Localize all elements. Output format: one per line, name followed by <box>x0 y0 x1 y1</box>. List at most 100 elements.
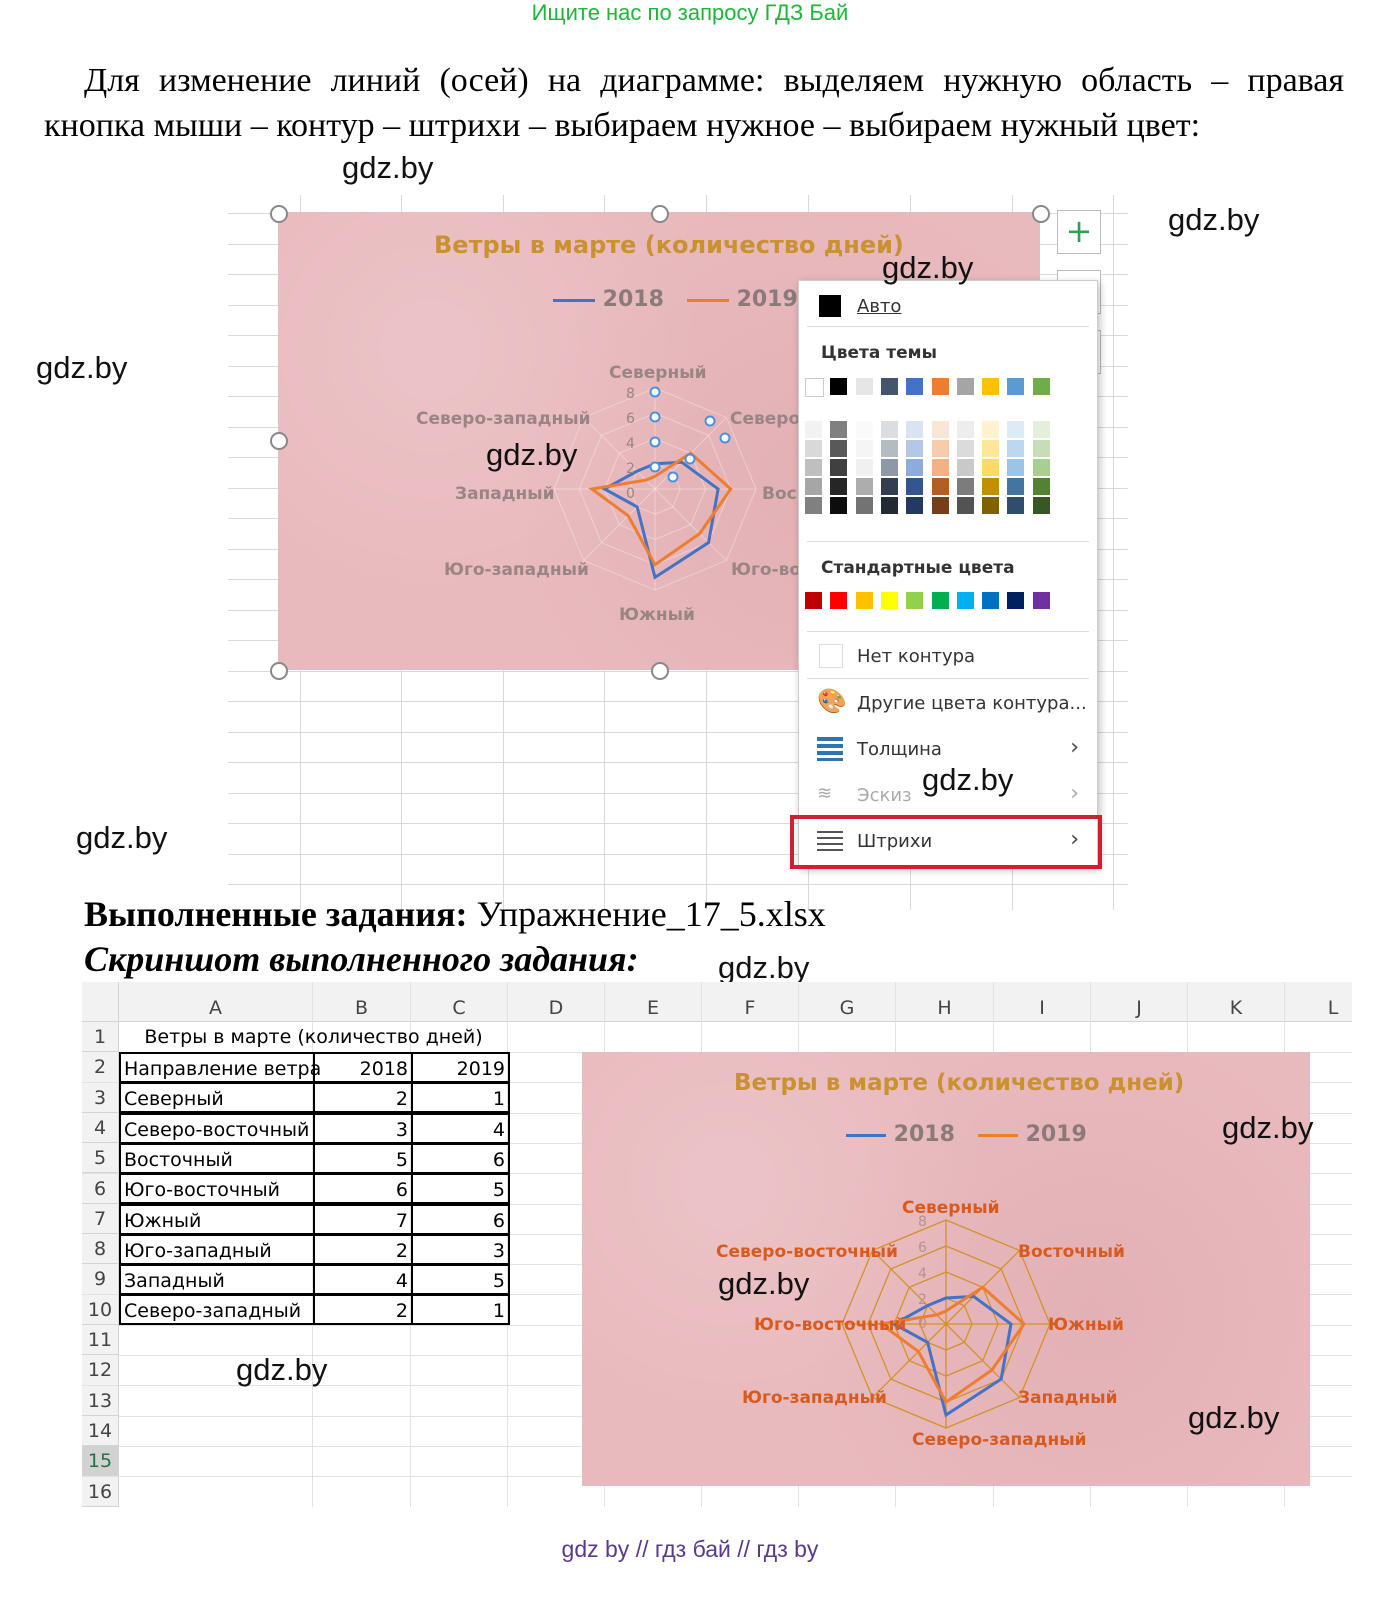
resize-handle[interactable] <box>651 205 669 223</box>
select-all-corner[interactable] <box>82 982 119 1022</box>
axis-selection-handle[interactable] <box>649 411 661 423</box>
theme-color-shade[interactable] <box>830 497 848 514</box>
theme-color-shade[interactable] <box>830 478 848 495</box>
standard-color-swatch[interactable] <box>1032 592 1050 609</box>
theme-color-shade[interactable] <box>855 497 873 514</box>
theme-color-swatch[interactable] <box>906 378 924 395</box>
theme-color-swatch[interactable] <box>982 378 1000 395</box>
axis-selection-handle[interactable] <box>667 471 679 483</box>
row-header[interactable]: 9 <box>82 1264 119 1295</box>
resize-handle[interactable] <box>270 662 288 680</box>
theme-color-shade[interactable] <box>880 497 898 514</box>
axis-selection-handle[interactable] <box>649 461 661 473</box>
axis-selection-handle[interactable] <box>719 432 731 444</box>
axis-selection-handle[interactable] <box>704 415 716 427</box>
theme-color-shade[interactable] <box>982 478 1000 495</box>
add-chart-element-button[interactable]: + <box>1057 210 1101 254</box>
theme-color-shade[interactable] <box>906 478 924 495</box>
theme-color-shade[interactable] <box>830 421 848 438</box>
standard-color-swatch[interactable] <box>956 592 974 609</box>
menu-item-auto[interactable]: Авто <box>799 286 1097 326</box>
standard-color-swatch[interactable] <box>855 592 873 609</box>
theme-color-shade[interactable] <box>1032 497 1050 514</box>
column-header[interactable]: C <box>411 982 508 1022</box>
standard-color-swatch[interactable] <box>830 592 848 609</box>
theme-color-shade[interactable] <box>1007 440 1025 457</box>
row-header[interactable]: 14 <box>82 1415 119 1447</box>
column-header[interactable]: H <box>896 982 994 1022</box>
series-line-2019[interactable] <box>588 451 733 567</box>
theme-color-shade[interactable] <box>906 421 924 438</box>
column-header[interactable]: D <box>508 982 605 1022</box>
header-cell[interactable]: 2019 <box>411 1052 510 1083</box>
data-cell[interactable]: 6 <box>411 1203 510 1235</box>
standard-color-swatch[interactable] <box>805 592 822 609</box>
row-header[interactable]: 6 <box>82 1173 119 1204</box>
theme-color-shade[interactable] <box>855 421 873 438</box>
column-header[interactable]: K <box>1188 982 1285 1022</box>
resize-handle[interactable] <box>270 205 288 223</box>
row-header[interactable]: 7 <box>82 1203 119 1235</box>
theme-color-shade[interactable] <box>956 478 974 495</box>
theme-color-shade[interactable] <box>855 440 873 457</box>
theme-color-shade[interactable] <box>880 421 898 438</box>
theme-color-shade[interactable] <box>982 421 1000 438</box>
theme-color-shade[interactable] <box>956 459 974 476</box>
series-line-2019[interactable] <box>877 1285 1026 1405</box>
theme-color-shade[interactable] <box>1007 478 1025 495</box>
series-line-2018[interactable] <box>601 460 720 580</box>
theme-color-shade[interactable] <box>1032 440 1050 457</box>
menu-item-no-outline[interactable]: Нет контура <box>799 636 1097 676</box>
theme-color-shade[interactable] <box>931 497 949 514</box>
theme-color-swatch[interactable] <box>855 378 873 395</box>
theme-color-shade[interactable] <box>830 440 848 457</box>
theme-color-swatch[interactable] <box>931 378 949 395</box>
row-header[interactable]: 5 <box>82 1143 119 1174</box>
resize-handle[interactable] <box>270 432 288 450</box>
theme-color-swatch[interactable] <box>830 378 848 395</box>
column-header[interactable]: F <box>702 982 799 1022</box>
column-header[interactable]: A <box>119 982 313 1022</box>
standard-color-swatch[interactable] <box>1007 592 1025 609</box>
column-header[interactable]: J <box>1091 982 1188 1022</box>
row-header[interactable]: 11 <box>82 1325 119 1356</box>
row-header[interactable]: 4 <box>82 1112 119 1144</box>
row-header[interactable]: 8 <box>82 1234 119 1265</box>
resize-handle[interactable] <box>651 662 669 680</box>
data-cell[interactable]: 3 <box>411 1233 510 1265</box>
row-header[interactable]: 12 <box>82 1355 119 1386</box>
theme-color-shade[interactable] <box>1007 497 1025 514</box>
standard-color-swatch[interactable] <box>906 592 924 609</box>
menu-item-dashes[interactable]: Штрихи › <box>799 821 1097 861</box>
theme-color-shade[interactable] <box>1032 459 1050 476</box>
theme-color-shade[interactable] <box>805 459 822 476</box>
theme-color-swatch[interactable] <box>1032 378 1050 395</box>
row-header[interactable]: 1 <box>82 1022 119 1053</box>
theme-color-shade[interactable] <box>906 440 924 457</box>
theme-color-shade[interactable] <box>1032 421 1050 438</box>
theme-color-shade[interactable] <box>805 421 822 438</box>
standard-color-swatch[interactable] <box>982 592 1000 609</box>
theme-color-shade[interactable] <box>906 497 924 514</box>
theme-color-shade[interactable] <box>1007 421 1025 438</box>
row-header[interactable]: 13 <box>82 1385 119 1416</box>
theme-color-shade[interactable] <box>855 478 873 495</box>
theme-color-shade[interactable] <box>880 440 898 457</box>
table-title-cell[interactable]: Ветры в марте (количество дней) <box>144 1026 483 1048</box>
theme-color-shade[interactable] <box>805 497 822 514</box>
theme-color-shade[interactable] <box>956 497 974 514</box>
theme-color-shade[interactable] <box>956 421 974 438</box>
theme-color-swatch[interactable] <box>1007 378 1025 395</box>
theme-color-shade[interactable] <box>906 459 924 476</box>
data-cell[interactable]: 5 <box>411 1264 510 1296</box>
theme-color-shade[interactable] <box>956 440 974 457</box>
theme-color-shade[interactable] <box>855 459 873 476</box>
axis-selection-handle[interactable] <box>684 453 696 465</box>
row-header[interactable]: 10 <box>82 1294 119 1325</box>
row-header[interactable]: 2 <box>82 1052 119 1083</box>
theme-color-shade[interactable] <box>931 459 949 476</box>
theme-color-swatch[interactable] <box>805 378 824 397</box>
theme-color-swatch[interactable] <box>956 378 974 395</box>
column-header[interactable]: I <box>994 982 1091 1022</box>
menu-item-more-colors[interactable]: 🎨 Другие цвета контура... <box>799 683 1097 723</box>
